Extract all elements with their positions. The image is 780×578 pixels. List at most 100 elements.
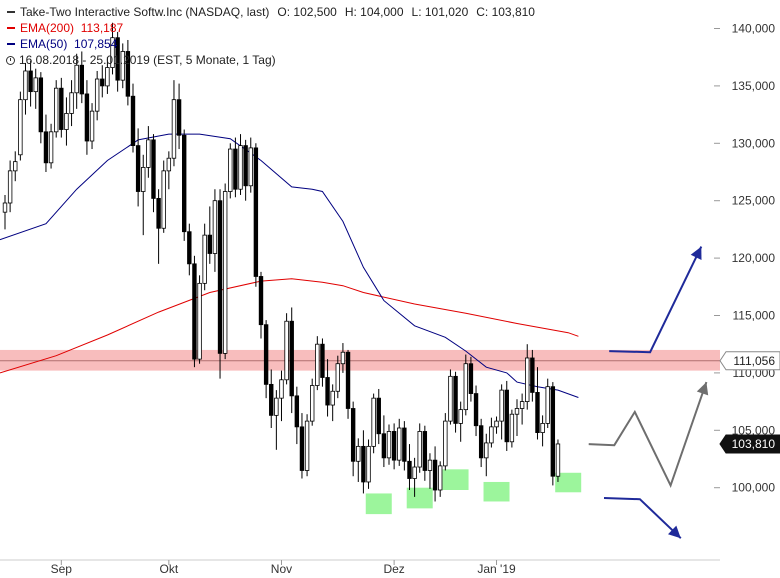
support-box-0 xyxy=(365,493,392,515)
candle-92 xyxy=(473,385,479,437)
candle-90 xyxy=(463,354,468,416)
scenario-line xyxy=(603,497,682,539)
candle-body xyxy=(304,420,310,471)
candle-17 xyxy=(89,103,95,150)
resistance-price-tag-box xyxy=(719,351,780,371)
candle-4 xyxy=(23,62,28,115)
candle-79 xyxy=(407,444,412,490)
instrument-name: Take-Two Interactive Softw.Inc (NASDAQ, … xyxy=(20,5,270,19)
candle-96 xyxy=(494,416,499,434)
arrow-head xyxy=(690,246,702,260)
resistance-band xyxy=(0,349,720,371)
candle-body xyxy=(156,198,161,229)
candle-body xyxy=(309,385,315,422)
candle-body xyxy=(33,77,38,93)
candle-body xyxy=(187,231,192,265)
y-tick-label: 125,000 xyxy=(732,194,776,208)
candle-body xyxy=(458,409,463,424)
candle-body xyxy=(320,343,325,378)
candle-99 xyxy=(509,409,515,448)
candle-body xyxy=(530,357,535,393)
candle-38 xyxy=(197,275,202,364)
scenario-line xyxy=(609,246,703,354)
candle-15 xyxy=(79,51,84,104)
candle-60 xyxy=(309,378,315,426)
candle-body xyxy=(181,134,187,233)
candle-87 xyxy=(448,369,453,425)
candle-94 xyxy=(484,433,489,477)
candle-body xyxy=(69,92,74,114)
candle-body xyxy=(386,431,392,459)
ema200-line xyxy=(0,278,579,374)
candle-81 xyxy=(417,423,422,473)
candle-77 xyxy=(397,418,402,466)
candle-body xyxy=(555,443,561,477)
candle-body xyxy=(443,420,448,467)
candle-88 xyxy=(453,371,458,433)
candle-body xyxy=(263,324,269,385)
candle-body xyxy=(366,445,371,483)
candle-body xyxy=(38,77,44,133)
candle-body xyxy=(100,78,105,87)
candle-103 xyxy=(530,349,535,402)
candle-body xyxy=(253,147,259,277)
candle-0 xyxy=(2,194,8,230)
candle-body xyxy=(233,148,238,190)
candle-43 xyxy=(222,183,228,360)
resistance-price-tag-text: 111,056 xyxy=(733,354,775,368)
price-labels: 111,056 103,810 xyxy=(719,351,780,454)
candle-33 xyxy=(171,80,177,167)
y-tick-label: 120,000 xyxy=(732,251,776,265)
candle-body xyxy=(345,351,351,409)
candle-body xyxy=(151,139,156,199)
candle-2 xyxy=(13,151,18,182)
candle-body xyxy=(463,363,468,411)
candle-11 xyxy=(59,77,64,138)
candle-body xyxy=(228,148,233,192)
candle-body xyxy=(294,395,300,428)
candle-104 xyxy=(535,367,540,440)
candle-64 xyxy=(330,384,335,422)
candle-29 xyxy=(151,134,156,213)
candle-body xyxy=(422,431,428,471)
high-value: H: 104,000 xyxy=(344,5,404,19)
candle-49 xyxy=(253,143,259,287)
x-axis: Sep Okt Nov Dez Jan '19 xyxy=(0,559,720,576)
ema50-value: 107,854 xyxy=(74,37,118,51)
candle-31 xyxy=(161,160,166,233)
candle-76 xyxy=(391,423,397,470)
date-range: 16.08.2018 - 25.01.2019 xyxy=(19,53,150,67)
candle-body xyxy=(59,87,64,130)
clock-icon xyxy=(6,55,15,65)
x-tick-label: Dez xyxy=(383,562,404,576)
candle-35 xyxy=(181,129,187,241)
candlesticks xyxy=(2,22,561,502)
candle-body xyxy=(356,445,361,462)
support-box-1 xyxy=(406,487,433,509)
candle-12 xyxy=(64,97,69,146)
candle-91 xyxy=(468,356,474,402)
candle-82 xyxy=(422,425,428,481)
candle-72 xyxy=(371,393,376,454)
candle-body xyxy=(192,263,197,360)
ema200-label: EMA(200) xyxy=(20,21,75,35)
x-tick-label: Nov xyxy=(271,562,292,576)
candle-32 xyxy=(166,151,172,190)
y-tick-label: 130,000 xyxy=(732,136,776,150)
candle-30 xyxy=(156,189,161,264)
candle-body xyxy=(48,131,54,164)
candle-105 xyxy=(540,415,545,447)
candle-body xyxy=(18,99,23,156)
candle-body xyxy=(350,408,356,462)
candle-body xyxy=(197,282,202,360)
candle-body xyxy=(371,397,376,447)
candle-body xyxy=(146,139,151,168)
support-boxes xyxy=(365,469,582,515)
candle-body xyxy=(484,442,489,459)
candle-74 xyxy=(381,415,387,468)
candle-body xyxy=(141,167,146,192)
candle-50 xyxy=(258,271,264,339)
candle-body xyxy=(23,70,28,101)
candle-61 xyxy=(315,336,320,391)
candle-body xyxy=(28,70,33,93)
